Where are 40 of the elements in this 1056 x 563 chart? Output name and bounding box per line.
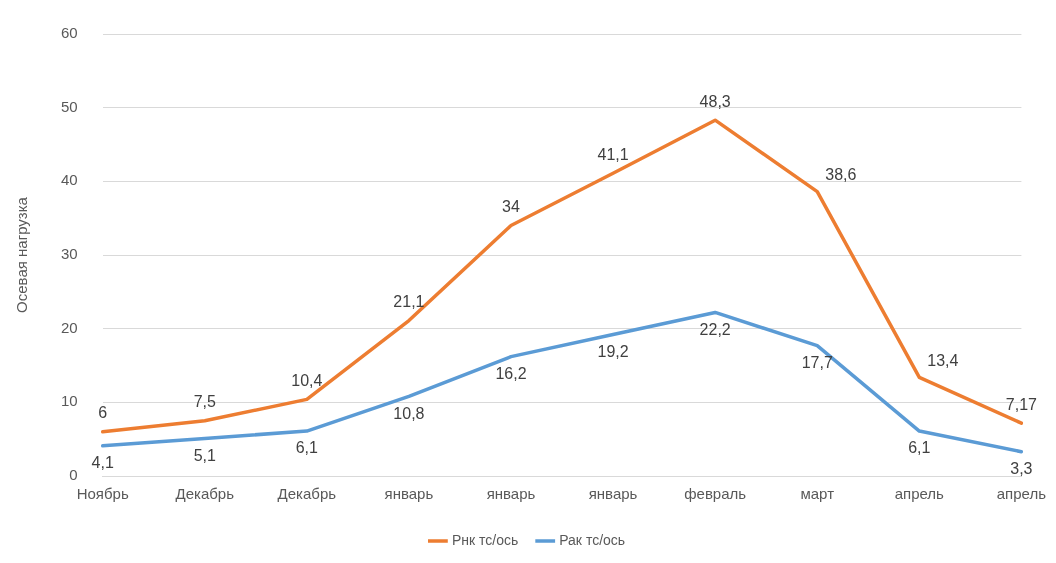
y-tick-label: 10: [61, 392, 78, 410]
y-axis-title: Осевая нагрузка: [13, 196, 31, 313]
x-tick-label: январь: [384, 485, 434, 503]
data-label: 7,17: [1005, 395, 1038, 413]
data-label: 13,4: [927, 351, 959, 369]
data-label: 17,7: [801, 354, 833, 372]
legend-label: Рак тс/ось: [559, 531, 626, 548]
data-label: 34: [502, 197, 520, 215]
y-tick-label: 50: [61, 97, 78, 115]
x-tick-label: февраль: [684, 485, 747, 503]
x-tick-label: апрель: [996, 485, 1047, 503]
y-tick-label: 40: [61, 171, 78, 189]
data-label: 21,1: [393, 292, 425, 310]
data-label: 3,3: [1010, 460, 1033, 478]
data-label: 38,6: [825, 166, 857, 184]
x-tick-label: Декабрь: [277, 485, 337, 503]
data-label: 6,1: [908, 439, 931, 457]
y-tick-label: 20: [61, 318, 78, 336]
data-label: 48,3: [699, 92, 731, 110]
legend-label: Рнк тс/ось: [451, 531, 519, 548]
data-label: 10,4: [291, 371, 323, 389]
data-label: 6: [98, 404, 108, 422]
x-tick-label: апрель: [894, 485, 945, 503]
y-tick-label: 0: [69, 466, 78, 484]
x-tick-label: январь: [486, 485, 536, 503]
y-tick-label: 60: [61, 24, 78, 42]
data-label: 5,1: [193, 446, 216, 464]
data-label: 10,8: [393, 404, 425, 422]
data-label: 41,1: [597, 145, 629, 163]
x-tick-label: январь: [588, 485, 638, 503]
data-label: 6,1: [295, 439, 319, 457]
data-label: 16,2: [495, 365, 527, 383]
y-tick-label: 30: [61, 245, 78, 263]
x-tick-label: март: [800, 485, 835, 503]
data-label: 19,2: [597, 342, 629, 360]
data-label: 22,2: [699, 320, 731, 338]
x-tick-label: Декабрь: [175, 485, 235, 503]
x-tick-label: Ноябрь: [76, 485, 129, 503]
data-label: 4,1: [91, 454, 114, 472]
data-label: 7,5: [193, 393, 216, 411]
